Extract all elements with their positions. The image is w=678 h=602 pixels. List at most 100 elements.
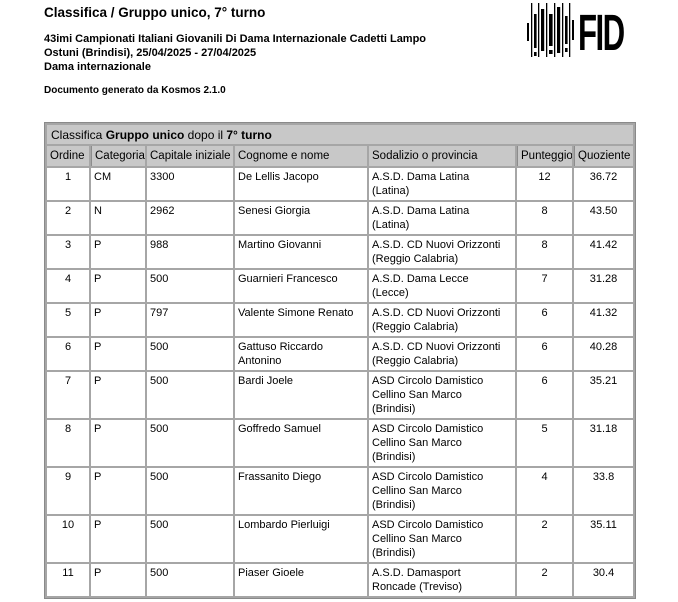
- table-caption-row: Classifica Gruppo unico dopo il 7° turno: [47, 125, 634, 144]
- event-discipline: Dama internazionale: [44, 61, 151, 73]
- page-title: Classifica / Gruppo unico, 7° turno: [44, 5, 266, 20]
- fid-barcode-icon: [527, 3, 574, 57]
- results-tbody: 1 CM 3300 De Lellis Jacopo A.S.D. Dama L…: [47, 168, 634, 596]
- cell-quoziente: 35.11: [574, 516, 634, 562]
- generator-note: Documento generato da Kosmos 2.1.0: [44, 85, 226, 96]
- column-header-punteggio: Punteggio: [517, 146, 572, 166]
- cell-punteggio: 6: [517, 338, 572, 370]
- cell-cognome-e-nome: Martino Giovanni: [235, 236, 367, 268]
- cell-cognome-e-nome: Guarnieri Francesco: [235, 270, 367, 302]
- cell-capitale-iniziale: 988: [147, 236, 233, 268]
- cell-cognome-e-nome: Bardi Joele: [235, 372, 367, 418]
- column-header-ordine: Ordine: [47, 146, 89, 166]
- cell-sodalizio: A.S.D. CD Nuovi Orizzonti (Reggio Calabr…: [369, 338, 515, 370]
- caption-group: Gruppo unico: [105, 127, 185, 142]
- cell-sodalizio: A.S.D. Damasport Roncade (Treviso): [369, 564, 515, 596]
- cell-capitale-iniziale: 3300: [147, 168, 233, 200]
- cell-cognome-e-nome: Lombardo Pierluigi: [235, 516, 367, 562]
- cell-categoria: CM: [91, 168, 145, 200]
- cell-cognome-e-nome: Frassanito Diego: [235, 468, 367, 514]
- cell-sodalizio: A.S.D. Dama Lecce (Lecce): [369, 270, 515, 302]
- cell-ordine: 11: [47, 564, 89, 596]
- cell-punteggio: 8: [517, 236, 572, 268]
- fid-logo: FID: [527, 3, 637, 59]
- cell-categoria: P: [91, 236, 145, 268]
- cell-punteggio: 2: [517, 516, 572, 562]
- cell-ordine: 2: [47, 202, 89, 234]
- table-header-row: Ordine Categoria Capitale iniziale Cogno…: [47, 146, 634, 166]
- cell-quoziente: 43.50: [574, 202, 634, 234]
- cell-categoria: P: [91, 338, 145, 370]
- cell-punteggio: 4: [517, 468, 572, 514]
- cell-cognome-e-nome: Valente Simone Renato: [235, 304, 367, 336]
- cell-sodalizio: ASD Circolo Damistico Cellino San Marco …: [369, 468, 515, 514]
- cell-cognome-e-nome: Goffredo Samuel: [235, 420, 367, 466]
- cell-sodalizio: A.S.D. Dama Latina (Latina): [369, 202, 515, 234]
- table-row: 11 P 500 Piaser Gioele A.S.D. Damasport …: [47, 564, 634, 596]
- column-header-capitale-iniziale: Capitale iniziale: [147, 146, 233, 166]
- cell-capitale-iniziale: 797: [147, 304, 233, 336]
- table-row: 10 P 500 Lombardo Pierluigi ASD Circolo …: [47, 516, 634, 562]
- fid-logo-text: FID: [578, 5, 625, 62]
- cell-sodalizio: ASD Circolo Damistico Cellino San Marco …: [369, 372, 515, 418]
- cell-punteggio: 12: [517, 168, 572, 200]
- table-row: 3 P 988 Martino Giovanni A.S.D. CD Nuovi…: [47, 236, 634, 268]
- cell-categoria: P: [91, 420, 145, 466]
- cell-ordine: 10: [47, 516, 89, 562]
- column-header-categoria: Categoria: [91, 146, 145, 166]
- cell-sodalizio: ASD Circolo Damistico Cellino San Marco …: [369, 516, 515, 562]
- cell-punteggio: 8: [517, 202, 572, 234]
- cell-ordine: 1: [47, 168, 89, 200]
- event-location-dates: Ostuni (Brindisi), 25/04/2025 - 27/04/20…: [44, 47, 257, 59]
- cell-capitale-iniziale: 500: [147, 372, 233, 418]
- cell-quoziente: 33.8: [574, 468, 634, 514]
- table-row: 2 N 2962 Senesi Giorgia A.S.D. Dama Lati…: [47, 202, 634, 234]
- cell-categoria: N: [91, 202, 145, 234]
- cell-capitale-iniziale: 500: [147, 420, 233, 466]
- cell-quoziente: 31.28: [574, 270, 634, 302]
- cell-ordine: 5: [47, 304, 89, 336]
- cell-punteggio: 2: [517, 564, 572, 596]
- cell-cognome-e-nome: Senesi Giorgia: [235, 202, 367, 234]
- cell-sodalizio: A.S.D. CD Nuovi Orizzonti (Reggio Calabr…: [369, 304, 515, 336]
- cell-ordine: 6: [47, 338, 89, 370]
- cell-categoria: P: [91, 304, 145, 336]
- cell-ordine: 3: [47, 236, 89, 268]
- cell-capitale-iniziale: 500: [147, 468, 233, 514]
- cell-capitale-iniziale: 500: [147, 516, 233, 562]
- classification-table: Classifica Gruppo unico dopo il 7° turno…: [44, 122, 637, 599]
- cell-categoria: P: [91, 270, 145, 302]
- table-row: 9 P 500 Frassanito Diego ASD Circolo Dam…: [47, 468, 634, 514]
- cell-cognome-e-nome: De Lellis Jacopo: [235, 168, 367, 200]
- cell-punteggio: 6: [517, 372, 572, 418]
- caption-middle: dopo il: [184, 127, 227, 142]
- table-row: 8 P 500 Goffredo Samuel ASD Circolo Dami…: [47, 420, 634, 466]
- cell-quoziente: 41.32: [574, 304, 634, 336]
- cell-quoziente: 35.21: [574, 372, 634, 418]
- table-row: 6 P 500 Gattuso Riccardo Antonino A.S.D.…: [47, 338, 634, 370]
- cell-quoziente: 36.72: [574, 168, 634, 200]
- column-header-quoziente: Quoziente: [574, 146, 634, 166]
- cell-capitale-iniziale: 2962: [147, 202, 233, 234]
- cell-categoria: P: [91, 516, 145, 562]
- cell-sodalizio: A.S.D. Dama Latina (Latina): [369, 168, 515, 200]
- caption-prefix: Classifica: [51, 127, 106, 142]
- cell-quoziente: 41.42: [574, 236, 634, 268]
- cell-punteggio: 7: [517, 270, 572, 302]
- cell-ordine: 8: [47, 420, 89, 466]
- table-row: 4 P 500 Guarnieri Francesco A.S.D. Dama …: [47, 270, 634, 302]
- table-row: 1 CM 3300 De Lellis Jacopo A.S.D. Dama L…: [47, 168, 634, 200]
- cell-capitale-iniziale: 500: [147, 270, 233, 302]
- cell-ordine: 4: [47, 270, 89, 302]
- cell-sodalizio: ASD Circolo Damistico Cellino San Marco …: [369, 420, 515, 466]
- cell-capitale-iniziale: 500: [147, 564, 233, 596]
- cell-punteggio: 6: [517, 304, 572, 336]
- cell-quoziente: 30.4: [574, 564, 634, 596]
- event-title: 43imi Campionati Italiani Giovanili Di D…: [44, 33, 427, 45]
- cell-categoria: P: [91, 372, 145, 418]
- cell-ordine: 7: [47, 372, 89, 418]
- cell-cognome-e-nome: Piaser Gioele: [235, 564, 367, 596]
- table-caption: Classifica Gruppo unico dopo il 7° turno: [47, 125, 634, 144]
- column-header-cognome-e-nome: Cognome e nome: [235, 146, 367, 166]
- cell-cognome-e-nome: Gattuso Riccardo Antonino: [235, 338, 367, 370]
